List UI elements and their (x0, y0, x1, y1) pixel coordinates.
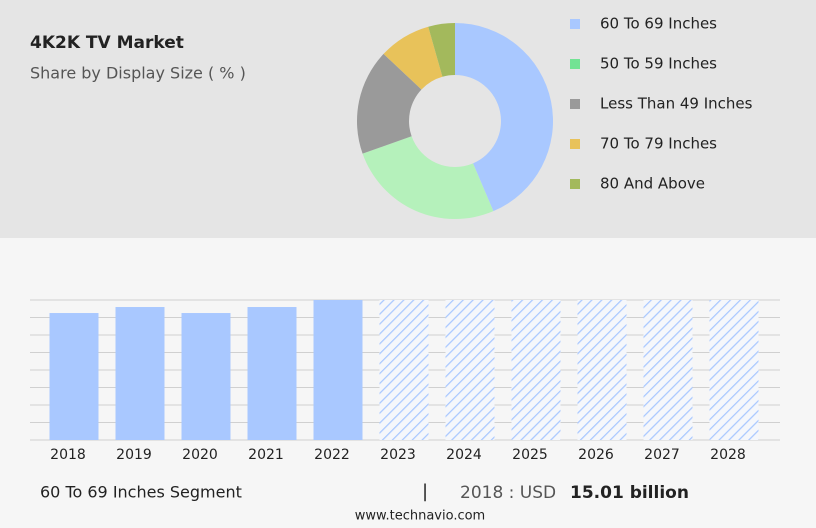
x-tick-label: 2026 (578, 447, 614, 463)
legend-swatch (570, 179, 580, 189)
legend-label: 60 To 69 Inches (600, 15, 717, 33)
forecast-placeholder (445, 300, 495, 440)
year-label: 2018 : USD (460, 483, 556, 503)
bar (181, 313, 231, 440)
legend-swatch (570, 59, 580, 69)
legend-label: 70 To 79 Inches (600, 135, 717, 153)
legend-label: 50 To 59 Inches (600, 55, 717, 73)
legend-swatch (570, 99, 580, 109)
legend-label: Less Than 49 Inches (600, 95, 753, 113)
bar (247, 307, 297, 440)
value-label: 15.01 billion (570, 483, 689, 503)
forecast-placeholder (643, 300, 693, 440)
chart-title: 4K2K TV Market (30, 33, 184, 53)
x-tick-label: 2023 (380, 447, 416, 463)
donut-slice (362, 136, 494, 220)
separator: | (422, 481, 428, 502)
site-label: www.technavio.com (355, 509, 485, 524)
forecast-placeholder (511, 300, 561, 440)
x-tick-label: 2020 (182, 447, 218, 463)
x-tick-label: 2022 (314, 447, 350, 463)
x-tick-label: 2024 (446, 447, 482, 463)
x-tick-label: 2027 (644, 447, 680, 463)
forecast-placeholder (577, 300, 627, 440)
donut-slice (383, 26, 443, 90)
legend-swatch (570, 139, 580, 149)
chart-subtitle: Share by Display Size ( % ) (30, 64, 246, 83)
bar (49, 313, 99, 440)
bar (313, 300, 363, 440)
x-tick-label: 2021 (248, 447, 284, 463)
x-tick-label: 2019 (116, 447, 152, 463)
x-tick-label: 2025 (512, 447, 548, 463)
donut-slice (428, 23, 455, 77)
legend-label: 80 And Above (600, 175, 705, 193)
x-tick-label: 2018 (50, 447, 86, 463)
x-tick-label: 2028 (710, 447, 746, 463)
donut-slice (357, 53, 422, 154)
bar (115, 307, 165, 440)
legend-swatch (570, 19, 580, 29)
segment-label: 60 To 69 Inches Segment (40, 483, 242, 502)
donut-slice (455, 23, 554, 212)
forecast-placeholder (379, 300, 429, 440)
forecast-placeholder (709, 300, 759, 440)
